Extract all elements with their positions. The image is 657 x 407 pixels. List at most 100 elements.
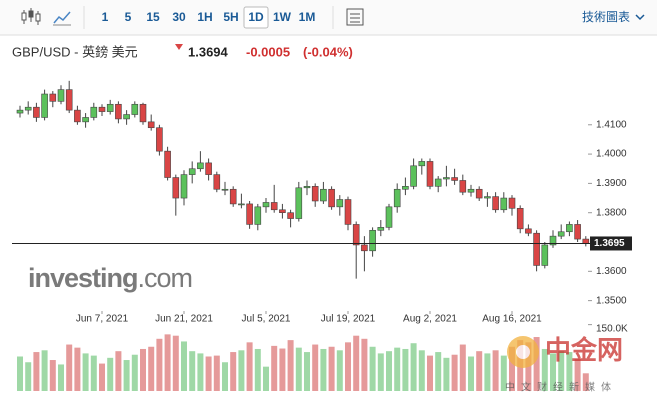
volume-bar (476, 351, 483, 391)
price-change-pct: (-0.04%) (303, 44, 353, 59)
candle-body (574, 224, 581, 240)
interval-button[interactable]: 30 (172, 10, 186, 24)
plot: 1.3500 1.3600 1.3800 1.3900 1.4000 1.4100 Jun … (12, 80, 632, 391)
candle-body (475, 188, 483, 199)
volume-bar (566, 352, 573, 391)
candle-body (549, 235, 557, 246)
candle-body (492, 196, 499, 211)
volume-bar (582, 373, 589, 391)
candle-body (147, 121, 155, 129)
volume-bar (320, 348, 327, 391)
candle-body (459, 180, 467, 193)
site-logo: 中金网 (545, 335, 623, 365)
volume-bar (287, 340, 294, 391)
line-icon[interactable] (53, 11, 71, 26)
x-tick-label: Jun 21, 2021 (155, 314, 213, 325)
volume-bar (402, 348, 409, 391)
candle-body (377, 227, 385, 231)
candle-body (443, 177, 450, 180)
quote-header: GBP/USD - 英鎊 美元 1.3694 -0.0005 (-0.04%) (12, 44, 353, 59)
interval-button[interactable]: 1W (273, 10, 292, 24)
volume-bar (115, 351, 122, 391)
candle-body (402, 186, 409, 190)
candle-body (205, 162, 212, 175)
volume-bar (558, 351, 565, 391)
volume-bar (66, 344, 73, 391)
x-tick-label: Jul 5, 2021 (242, 314, 291, 325)
volume-bar (386, 351, 392, 391)
candle-body (49, 93, 57, 102)
y-tick-label: 1.3600 (596, 266, 627, 277)
volume-bar (140, 348, 146, 391)
candle-body (484, 196, 491, 199)
volume-bar (345, 342, 351, 391)
volume-bar (41, 350, 48, 391)
volume-bar (58, 364, 64, 391)
volume-bar (263, 366, 269, 391)
interval-button[interactable]: 1D (248, 10, 264, 24)
candle-body (90, 106, 98, 118)
volume-bar (279, 348, 286, 391)
site-logo-mark (516, 345, 530, 359)
watermark-brand-name: investing (28, 263, 138, 293)
candle-body (156, 127, 163, 152)
candle-body (139, 103, 147, 123)
candle-body (246, 203, 253, 225)
candle-body (65, 89, 73, 111)
candle-body (361, 244, 368, 252)
last-price-label: 1.3695 (594, 238, 625, 249)
interval-button[interactable]: 5H (223, 10, 238, 24)
interval-button[interactable]: 1M (299, 10, 316, 24)
candle-body (180, 174, 188, 199)
candle-body (500, 197, 508, 211)
indicator-icon[interactable] (346, 8, 364, 26)
candle-body (287, 212, 294, 219)
candle-body (106, 103, 114, 112)
candle-body (24, 106, 32, 111)
interval-button[interactable]: 5 (125, 10, 132, 24)
volume-bar (181, 341, 187, 391)
candle-body (566, 224, 573, 233)
volume-bar (410, 343, 417, 391)
interval-button[interactable]: 1H (197, 10, 212, 24)
x-tick-label: Aug 2, 2021 (403, 314, 457, 325)
volume-bar (205, 356, 212, 391)
volume-bar (90, 355, 97, 391)
volume-bar (148, 346, 155, 391)
interval-button[interactable]: 1 (102, 10, 109, 24)
volume-bar (484, 353, 491, 391)
candle-body (344, 199, 352, 225)
volume-bar (25, 362, 32, 391)
candle-body (74, 109, 81, 123)
watermark-brand: investing.com (28, 263, 192, 293)
menu-chevron[interactable] (635, 14, 645, 21)
y-tick-label: 1.4100 (596, 119, 627, 130)
candle-body (393, 188, 401, 208)
candle-icon[interactable] (21, 8, 41, 25)
volume-bar (541, 348, 548, 391)
interval-button[interactable]: 15 (146, 10, 160, 24)
candle-body (238, 203, 245, 206)
candle-body (16, 109, 24, 114)
volume-bar (443, 357, 450, 391)
volume-tick-label: 150.0K (596, 323, 628, 334)
candle-body (41, 93, 48, 118)
volume-bar (509, 346, 515, 391)
toolbar-bg (0, 0, 657, 35)
candle-body (115, 103, 122, 120)
volume-bar (427, 355, 433, 391)
candle-body (418, 161, 426, 167)
candle-body (33, 106, 40, 118)
candle-body (541, 244, 549, 266)
volume-bar (82, 353, 89, 391)
volume-bar (230, 352, 237, 391)
y-tick-label: 1.3800 (596, 207, 627, 218)
volume-bar (99, 363, 105, 391)
candle-body (303, 186, 311, 189)
volume-bar (246, 342, 253, 391)
volume-bar (369, 346, 376, 391)
candle-body (385, 206, 393, 228)
menu-link[interactable]: 技術圖表 (582, 10, 630, 24)
candle-body (467, 188, 475, 193)
